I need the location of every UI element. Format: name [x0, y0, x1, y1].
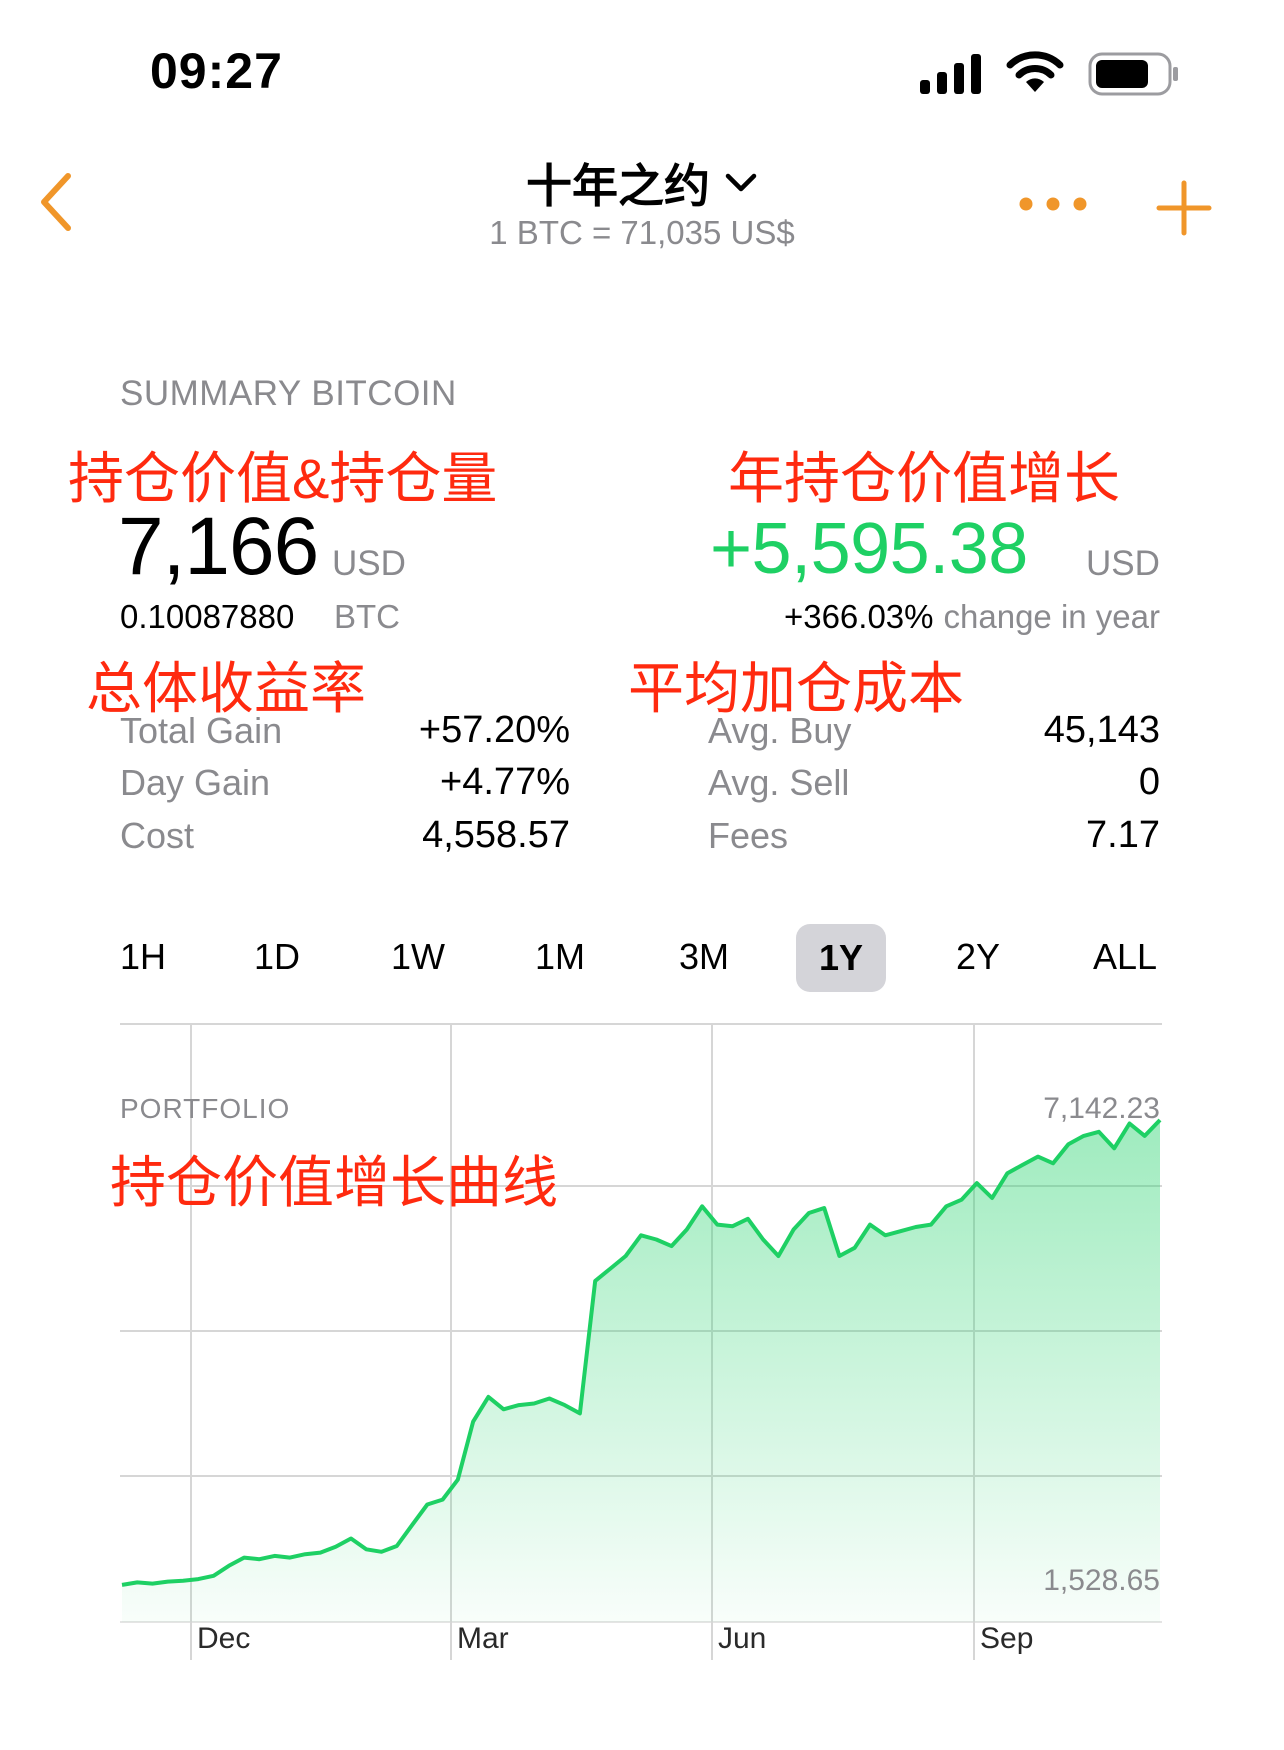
year-gain-unit: USD	[1086, 544, 1160, 583]
range-tab-1d[interactable]: 1D	[253, 936, 301, 977]
x-tick-sep: Sep	[980, 1622, 1033, 1655]
portfolio-value: 7,166	[118, 501, 319, 592]
btc-unit: BTC	[334, 598, 400, 635]
range-tab-1h[interactable]: 1H	[119, 936, 167, 977]
stat-value-avg-buy: 45,143	[1043, 709, 1160, 751]
title-dropdown[interactable]: 十年之约	[0, 150, 1284, 216]
summary-title: SUMMARY BITCOIN	[120, 374, 457, 413]
annotation-value-curve: 持仓价值增长曲线	[110, 1151, 558, 1214]
chart-title: PORTFOLIO	[120, 1093, 290, 1124]
stat-value-total-gain: +57.20%	[418, 709, 570, 751]
btc-price-subtitle: 1 BTC = 71,035 US$	[489, 214, 795, 251]
stat-label-avg-sell: Avg. Sell	[708, 762, 850, 803]
range-tab-1y[interactable]: 1Y	[796, 924, 886, 992]
range-tab-2y[interactable]: 2Y	[955, 936, 1001, 977]
x-tick-mar: Mar	[457, 1622, 509, 1655]
stat-label-day-gain: Day Gain	[120, 762, 271, 803]
chart-max-label: 7,142.23	[1043, 1092, 1160, 1125]
range-tab-1w[interactable]: 1W	[391, 936, 445, 977]
btc-amount: 0.10087880	[120, 598, 295, 635]
stat-label-cost: Cost	[120, 815, 195, 856]
status-time: 09:27	[150, 43, 283, 99]
annotation-year-growth: 年持仓价值增长	[728, 447, 1120, 510]
year-change-label: change in year	[943, 598, 1160, 635]
page-title: 十年之约	[526, 160, 710, 212]
battery-icon	[1088, 52, 1178, 96]
year-change: +366.03% change in year	[784, 598, 1160, 636]
stat-value-avg-sell: 0	[1138, 761, 1160, 803]
x-tick-dec: Dec	[197, 1622, 250, 1655]
chevron-down-icon	[725, 173, 757, 192]
annotation-avg-cost: 平均加仓成本	[628, 657, 964, 720]
chart-area	[122, 1120, 1160, 1622]
wifi-icon	[1006, 51, 1064, 92]
portfolio-chart[interactable]: PORTFOLIO 7,142.23 1,528.65 Dec Mar Jun Sep	[0, 1000, 1284, 1700]
stat-value-cost: 4,558.57	[422, 814, 570, 856]
stat-label-fees: Fees	[708, 815, 789, 856]
chevron-left-icon[interactable]	[36, 172, 76, 232]
portfolio-value-unit: USD	[332, 544, 406, 583]
stat-label-total-gain: Total Gain	[120, 710, 283, 751]
plus-icon[interactable]	[1156, 180, 1212, 236]
range-tab-3m[interactable]: 3M	[678, 936, 729, 977]
annotation-total-return: 总体收益率	[86, 657, 366, 720]
chart-min-label: 1,528.65	[1043, 1564, 1160, 1597]
year-change-pct: +366.03%	[783, 598, 934, 635]
annotation-holding-value: 持仓价值&持仓量	[68, 447, 498, 510]
range-tab-1m[interactable]: 1M	[534, 936, 585, 977]
stat-value-fees: 7.17	[1086, 814, 1160, 856]
more-horizontal-icon[interactable]	[1018, 196, 1088, 212]
chart-x-ticks: Dec Mar Jun Sep	[197, 1622, 1033, 1655]
cellular-signal-icon	[920, 54, 981, 94]
year-gain-value: +5,595.38	[710, 509, 1028, 589]
x-tick-jun: Jun	[718, 1622, 766, 1655]
range-tab-all[interactable]: ALL	[1092, 936, 1158, 977]
chart-line	[121, 1118, 1162, 1587]
stat-value-day-gain: +4.77%	[440, 761, 570, 803]
stat-label-avg-buy: Avg. Buy	[708, 710, 852, 751]
